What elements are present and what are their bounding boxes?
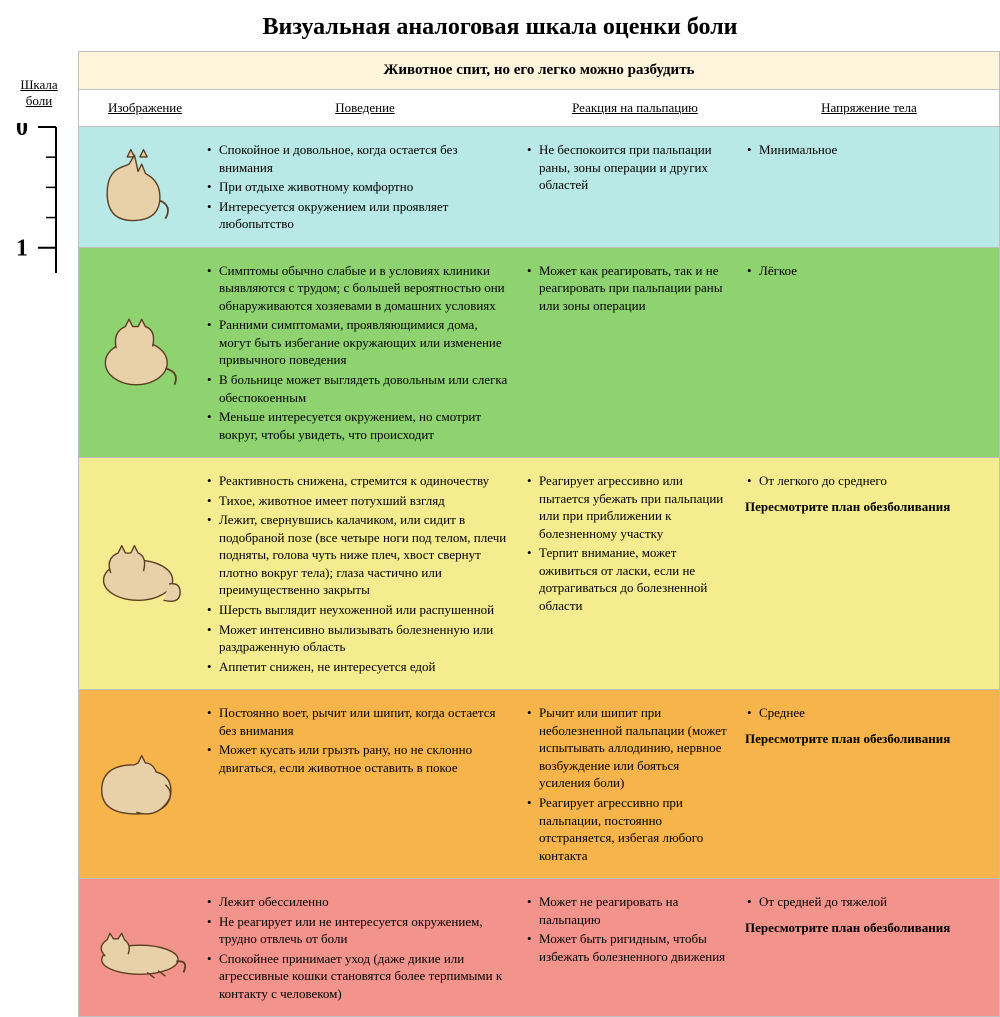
behavior-item: Не реагирует или не интересуется окружен… — [205, 913, 509, 948]
behavior-item: Тихое, животное имеет потухший взгляд — [205, 492, 509, 510]
behavior-cell: Симптомы обычно слабые и в условиях клин… — [199, 248, 519, 457]
pain-table: Животное спит, но его легко можно разбуд… — [78, 51, 1000, 1017]
palpation-item: Реагирует агрессивно при пальпации, пост… — [525, 794, 729, 864]
scale-column: Шкала боли 01234 — [0, 51, 78, 1017]
behavior-cell: Реактивность снижена, стремится к одиноч… — [199, 458, 519, 689]
palpation-item: Рычит или шипит при неболезненной пальпа… — [525, 704, 729, 792]
ruler-number: 0 — [16, 123, 28, 141]
tension-cell: Минимальное — [739, 127, 999, 247]
pain-row-3: Постоянно воет, рычит или шипит, когда о… — [79, 690, 999, 879]
reassess-note: Пересмотрите план обезболивания — [745, 730, 989, 748]
reassess-note: Пересмотрите план обезболивания — [745, 919, 989, 937]
palpation-item: Терпит внимание, может оживиться от ласк… — [525, 544, 729, 614]
palpation-cell: Может как реагировать, так и не реагиров… — [519, 248, 739, 457]
behavior-cell: Лежит обессиленно Не реагирует или не инт… — [199, 879, 519, 1016]
tension-cell: От легкого до среднего Пересмотрите план … — [739, 458, 999, 689]
chart-wrap: Шкала боли 01234 Животное спит, но его л… — [0, 51, 1000, 1017]
scale-label: Шкала боли — [0, 51, 78, 108]
behavior-item: Лежит обессиленно — [205, 893, 509, 911]
palpation-cell: Может не реагировать на пальпациюМожет б… — [519, 879, 739, 1016]
behavior-item: Симптомы обычно слабые и в условиях клин… — [205, 262, 509, 315]
behavior-item: Может интенсивно вылизывать болезненную … — [205, 621, 509, 656]
behavior-item: Аппетит снижен, не интересуется едой — [205, 658, 509, 676]
behavior-item: Ранними симптомами, проявляющимися дома,… — [205, 316, 509, 369]
behavior-cell: Спокойное и довольное, когда остается бе… — [199, 127, 519, 247]
header-row: Изображение Поведение Реакция на пальпац… — [79, 90, 999, 127]
tension-item: Лёгкое — [745, 262, 989, 280]
header-behavior: Поведение — [205, 96, 525, 120]
behavior-item: Спокойнее принимает уход (даже дикие или… — [205, 950, 509, 1003]
behavior-item: Спокойное и довольное, когда остается бе… — [205, 141, 509, 176]
scale-label-l2: боли — [26, 93, 52, 108]
cat-image-cell — [79, 458, 199, 689]
header-palpation: Реакция на пальпацию — [525, 96, 745, 120]
tension-cell: Среднее Пересмотрите план обезболивания — [739, 690, 999, 878]
behavior-item: Лежит, свернувшись калачиком, или сидит … — [205, 511, 509, 599]
palpation-item: Может не реагировать на пальпацию — [525, 893, 729, 928]
tension-cell: Лёгкое — [739, 248, 999, 457]
behavior-item: Постоянно воет, рычит или шипит, когда о… — [205, 704, 509, 739]
palpation-cell: Реагирует агрессивно или пытается убежат… — [519, 458, 739, 689]
cat-image-cell — [79, 879, 199, 1016]
header-tension: Напряжение тела — [745, 96, 993, 120]
pain-row-2: Реактивность снижена, стремится к одиноч… — [79, 458, 999, 690]
tension-item: От средней до тяжелой — [745, 893, 989, 911]
behavior-item: Меньше интересуется окружением, но смотр… — [205, 408, 509, 443]
tension-item: Среднее — [745, 704, 989, 722]
behavior-item: При отдыхе животному комфортно — [205, 178, 509, 196]
cat-image-cell — [79, 690, 199, 878]
palpation-item: Может как реагировать, так и не реагиров… — [525, 262, 729, 315]
behavior-item: Интересуется окружением или проявляет лю… — [205, 198, 509, 233]
ruler-number: 1 — [16, 236, 28, 262]
behavior-item: Реактивность снижена, стремится к одиноч… — [205, 472, 509, 490]
reassess-note: Пересмотрите план обезболивания — [745, 498, 989, 516]
tension-item: От легкого до среднего — [745, 472, 989, 490]
scale-label-l1: Шкала — [20, 77, 57, 92]
pain-row-0: Спокойное и довольное, когда остается бе… — [79, 127, 999, 248]
page-title: Визуальная аналоговая шкала оценки боли — [0, 0, 1000, 51]
behavior-item: Шерсть выглядит неухоженной или распушен… — [205, 601, 509, 619]
tension-cell: От средней до тяжелой Пересмотрите план о… — [739, 879, 999, 1016]
palpation-item: Не беспокоится при пальпации раны, зоны … — [525, 141, 729, 194]
tension-item: Минимальное — [745, 141, 989, 159]
pain-row-4: Лежит обессиленно Не реагирует или не инт… — [79, 879, 999, 1016]
behavior-item: В больнице может выглядеть довольным или… — [205, 371, 509, 406]
palpation-item: Реагирует агрессивно или пытается убежат… — [525, 472, 729, 542]
cat-image-cell — [79, 248, 199, 457]
ruler: 01234 — [8, 123, 68, 273]
palpation-cell: Рычит или шипит при неболезненной пальпа… — [519, 690, 739, 878]
behavior-cell: Постоянно воет, рычит или шипит, когда о… — [199, 690, 519, 878]
palpation-cell: Не беспокоится при пальпации раны, зоны … — [519, 127, 739, 247]
cat-image-cell — [79, 127, 199, 247]
pain-row-1: Симптомы обычно слабые и в условиях клин… — [79, 248, 999, 458]
behavior-item: Может кусать или грызть рану, но не скло… — [205, 741, 509, 776]
header-image: Изображение — [85, 96, 205, 120]
banner: Животное спит, но его легко можно разбуд… — [79, 52, 999, 90]
rows-container: Спокойное и довольное, когда остается бе… — [79, 127, 999, 1016]
palpation-item: Может быть ригидным, чтобы избежать боле… — [525, 930, 729, 965]
